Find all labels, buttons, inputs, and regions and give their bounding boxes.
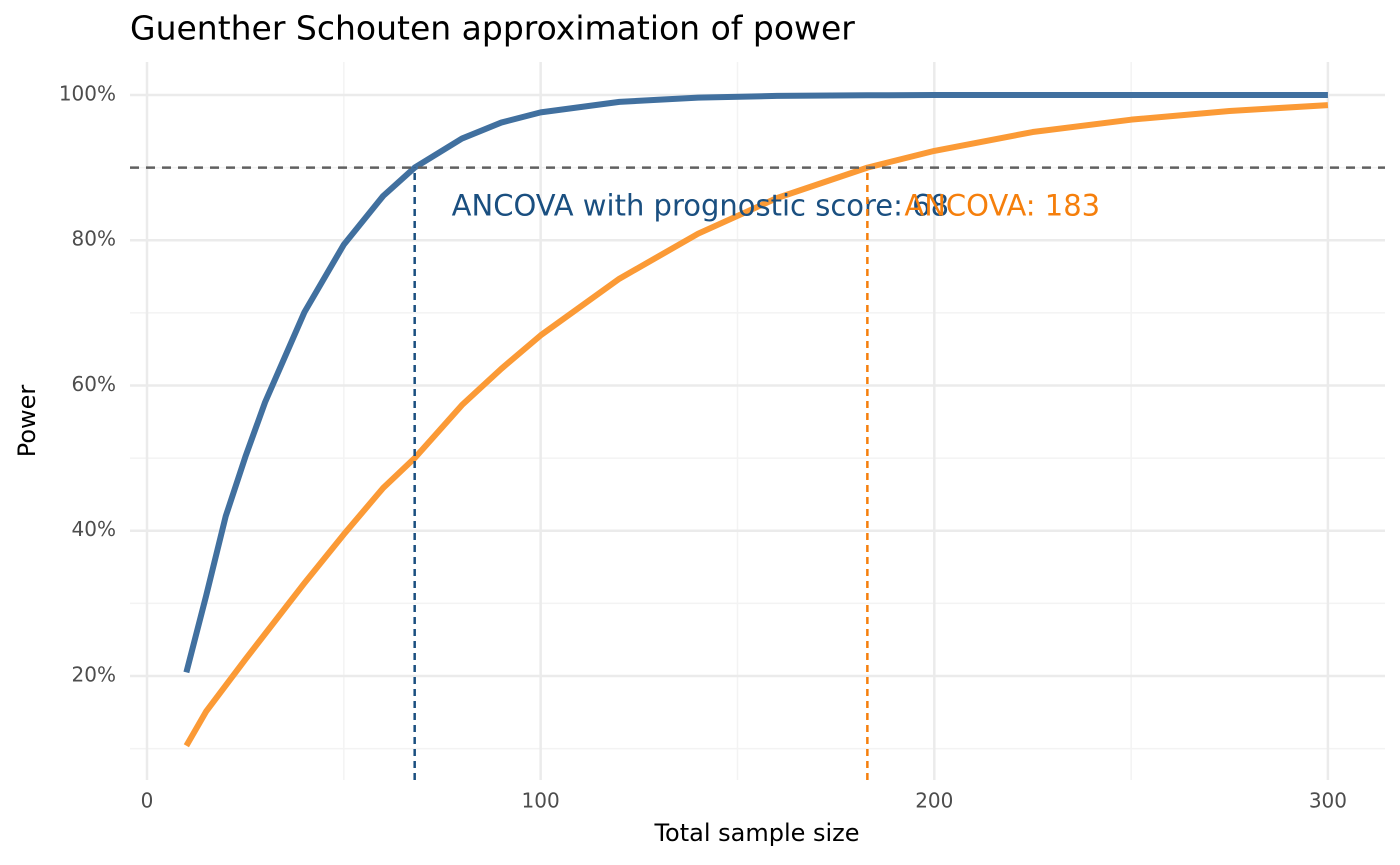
- y-tick-label: 40%: [72, 517, 116, 541]
- annotation: ANCOVA: 183: [904, 189, 1100, 223]
- series-line: [183, 102, 1329, 748]
- y-tick-label: 60%: [72, 372, 116, 396]
- x-tick-label: 200: [915, 789, 953, 813]
- y-tick-label: 100%: [59, 81, 116, 105]
- annotation: ANCOVA with prognostic score: 68: [452, 189, 949, 223]
- y-tick-label: 20%: [72, 662, 116, 686]
- series-line: [183, 91, 1328, 674]
- x-tick-label: 100: [522, 789, 560, 813]
- y-axis-title: Power: [13, 385, 41, 458]
- chart-title: Guenther Schouten approximation of power: [130, 9, 855, 48]
- x-axis-title: Total sample size: [653, 819, 859, 847]
- y-tick-label: 80%: [72, 227, 116, 251]
- x-tick-label: 0: [141, 789, 154, 813]
- x-tick-label: 300: [1309, 789, 1347, 813]
